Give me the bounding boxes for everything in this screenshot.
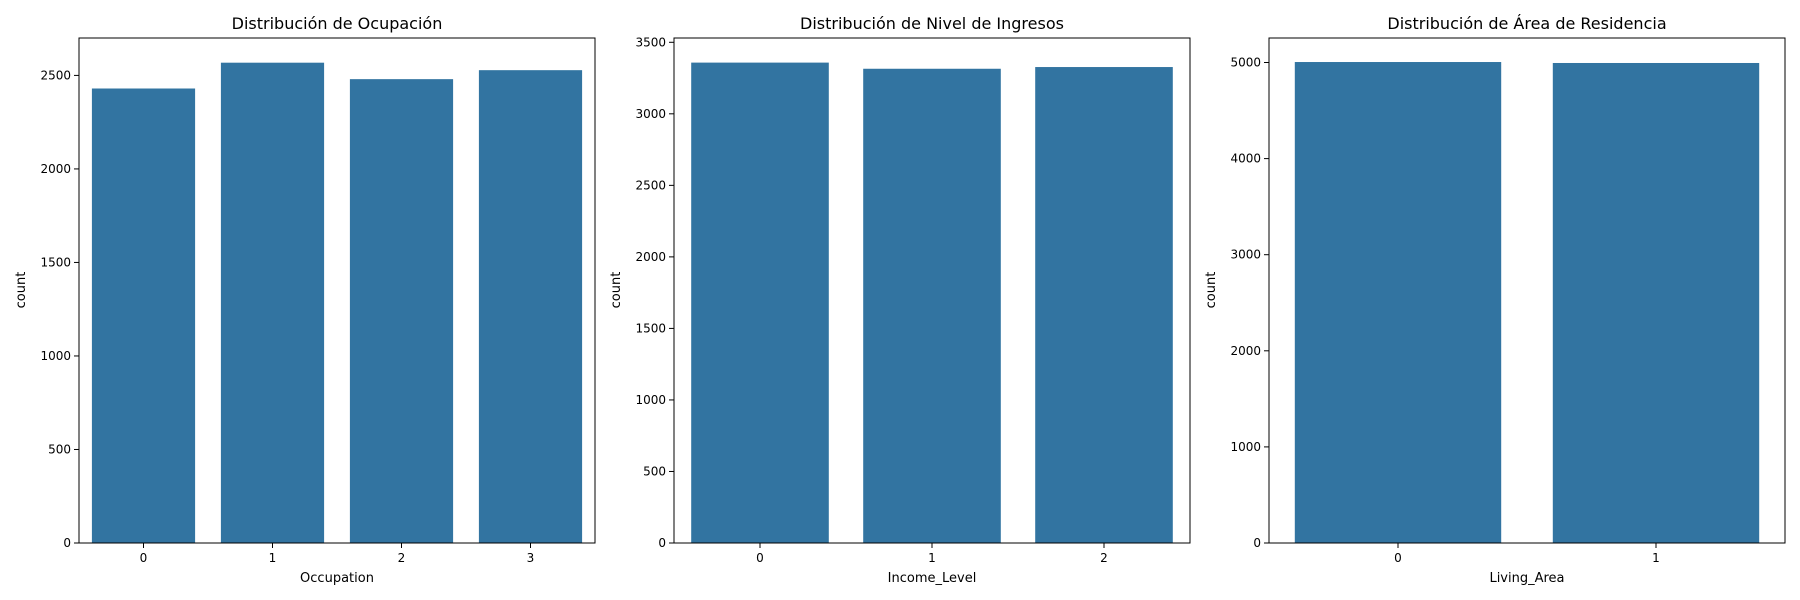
y-tick-label: 1500 — [635, 321, 666, 335]
plot-area: 0 1 0 1000 2000 3000 4000 5000 — [1230, 37, 1786, 565]
y-tick-label: 1000 — [1230, 440, 1261, 454]
y-tick-label: 0 — [658, 536, 666, 550]
y-tick-label: 2000 — [635, 250, 666, 264]
y-tick-label: 4000 — [1230, 152, 1261, 166]
bar-0 — [691, 62, 829, 543]
panel-occupation: Distribución de Ocupación Occupation cou… — [14, 14, 596, 586]
chart-title: Distribución de Área de Residencia — [1387, 14, 1666, 33]
axes-frame — [673, 37, 1191, 544]
y-tick-label: 2500 — [40, 68, 71, 82]
bar-3 — [478, 70, 583, 543]
x-tick-label: 2 — [1100, 551, 1108, 565]
y-tick-label: 1000 — [40, 349, 71, 363]
x-axis-label: Occupation — [300, 571, 374, 586]
y-axis-label: count — [14, 272, 29, 309]
x-tick-label: 1 — [928, 551, 936, 565]
y-tick-label: 0 — [63, 536, 71, 550]
y-tick-label: 1500 — [40, 255, 71, 269]
bar-1 — [1552, 62, 1760, 544]
y-tick-label: 1000 — [635, 393, 666, 407]
y-tick-label: 3000 — [635, 107, 666, 121]
bar-2 — [349, 79, 454, 544]
bar-2 — [1035, 67, 1173, 543]
y-tick-label: 500 — [48, 442, 71, 456]
chart-title: Distribución de Nivel de Ingresos — [800, 14, 1064, 33]
y-tick-label: 5000 — [1230, 56, 1261, 70]
x-tick-label: 2 — [398, 551, 406, 565]
y-axis-label: count — [609, 272, 624, 309]
x-tick-label: 0 — [140, 551, 148, 565]
y-tick-label: 0 — [1253, 536, 1261, 550]
plot-area: 0 1 2 3 0 500 1000 1500 2000 2500 — [40, 37, 596, 565]
plot-area: 0 1 2 0 500 1000 1500 2000 2500 3000 3500 — [635, 35, 1191, 565]
y-tick-label: 2000 — [1230, 344, 1261, 358]
y-tick-label: 3500 — [635, 35, 666, 49]
y-tick-label: 3000 — [1230, 248, 1261, 262]
y-axis-label: count — [1204, 272, 1219, 309]
x-axis-label: Income_Level — [888, 571, 977, 586]
x-tick-label: 3 — [527, 551, 535, 565]
axes-frame — [1268, 37, 1786, 544]
y-tick-label: 2000 — [40, 162, 71, 176]
x-tick-label: 0 — [756, 551, 764, 565]
x-axis-label: Living_Area — [1489, 571, 1564, 586]
bar-0 — [91, 88, 196, 543]
x-tick-label: 1 — [1652, 551, 1660, 565]
y-tick-label: 500 — [643, 464, 666, 478]
x-tick-label: 1 — [269, 551, 277, 565]
bar-0 — [1294, 62, 1502, 543]
x-tick-label: 0 — [1394, 551, 1402, 565]
bar-1 — [863, 68, 1001, 544]
panel-income-level: Distribución de Nivel de Ingresos Income… — [609, 14, 1191, 586]
panel-living-area: Distribución de Área de Residencia Livin… — [1204, 14, 1786, 586]
chart-title: Distribución de Ocupación — [232, 14, 443, 33]
axes-frame — [78, 37, 596, 544]
y-tick-label: 2500 — [635, 178, 666, 192]
bar-1 — [220, 62, 325, 543]
